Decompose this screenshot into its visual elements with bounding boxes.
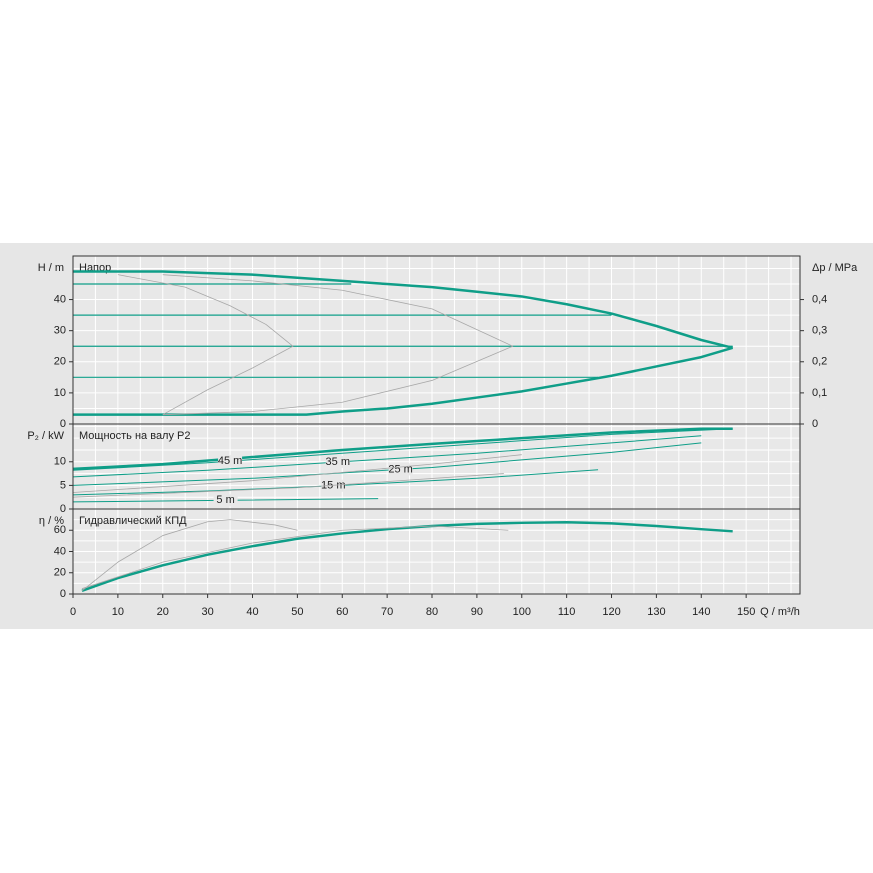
x-tick-label: 0: [70, 606, 76, 618]
label-bg: [321, 479, 346, 492]
x-tick-label: 130: [647, 606, 665, 618]
x-tick-label: 30: [202, 606, 214, 618]
y-tick-label: 20: [54, 356, 66, 368]
series-line: [72, 442, 702, 486]
label-bg: [213, 494, 238, 507]
y2-axis-label: Δp / MPa: [812, 262, 858, 274]
y-tick-label: 5: [60, 479, 66, 491]
label-bg: [325, 456, 350, 469]
x-tick-label: 140: [692, 606, 710, 618]
x-tick-label: 20: [157, 606, 169, 618]
y-tick-label: 30: [54, 325, 66, 337]
x-tick-label: 90: [471, 606, 483, 618]
plot-border: [72, 508, 801, 595]
series-line: [72, 428, 733, 471]
y-axis-label: P₂ / kW: [27, 430, 64, 442]
y2-tick-label: 0,3: [812, 325, 827, 337]
y-tick-label: 10: [54, 456, 66, 468]
y-axis-label: η / %: [39, 515, 64, 527]
series-line: [72, 473, 504, 498]
series-label: 25 m: [388, 463, 412, 475]
series-line: [81, 521, 733, 592]
series-label: 5 m: [216, 494, 234, 506]
x-tick-label: 100: [513, 606, 531, 618]
panel-title: Мощность на валу P2: [79, 430, 191, 442]
series-line: [72, 498, 379, 503]
plot-area: [73, 256, 800, 424]
y-tick-label: 10: [54, 387, 66, 399]
x-tick-label: 150: [737, 606, 755, 618]
series-label: 35 m: [326, 456, 350, 468]
x-tick-label: 70: [381, 606, 393, 618]
x-tick-label: 40: [246, 606, 258, 618]
series-line: [117, 274, 294, 416]
series-line: [162, 274, 514, 416]
x-tick-label: 60: [336, 606, 348, 618]
y2-tick-label: 0: [812, 418, 818, 430]
y2-tick-label: 0,2: [812, 356, 827, 368]
series-line: [73, 270, 733, 349]
series-line: [72, 454, 522, 493]
y2-tick-label: 0,4: [812, 293, 827, 305]
y-axis-label: H / m: [38, 262, 64, 274]
y-tick-label: 0: [60, 503, 66, 515]
series-line: [81, 525, 509, 590]
series-line: [73, 346, 734, 416]
series-line: [72, 435, 702, 478]
y-tick-label: 60: [54, 524, 66, 536]
x-tick-label: 120: [602, 606, 620, 618]
x-axis-label: Q / m³/h: [760, 606, 800, 618]
series-line: [72, 427, 733, 471]
y2-tick-label: 0,1: [812, 387, 827, 399]
x-tick-label: 80: [426, 606, 438, 618]
series-line: [81, 519, 298, 592]
y-tick-label: 20: [54, 567, 66, 579]
y-tick-label: 0: [60, 418, 66, 430]
y-tick-label: 0: [60, 588, 66, 600]
panel-title: Гидравлический КПД: [79, 515, 187, 527]
label-bg: [218, 455, 243, 468]
y-tick-label: 40: [54, 293, 66, 305]
x-tick-label: 10: [112, 606, 124, 618]
y-tick-label: 40: [54, 545, 66, 557]
x-tick-label: 50: [291, 606, 303, 618]
x-tick-label: 110: [558, 606, 576, 618]
series-label: 45 m: [218, 455, 242, 467]
